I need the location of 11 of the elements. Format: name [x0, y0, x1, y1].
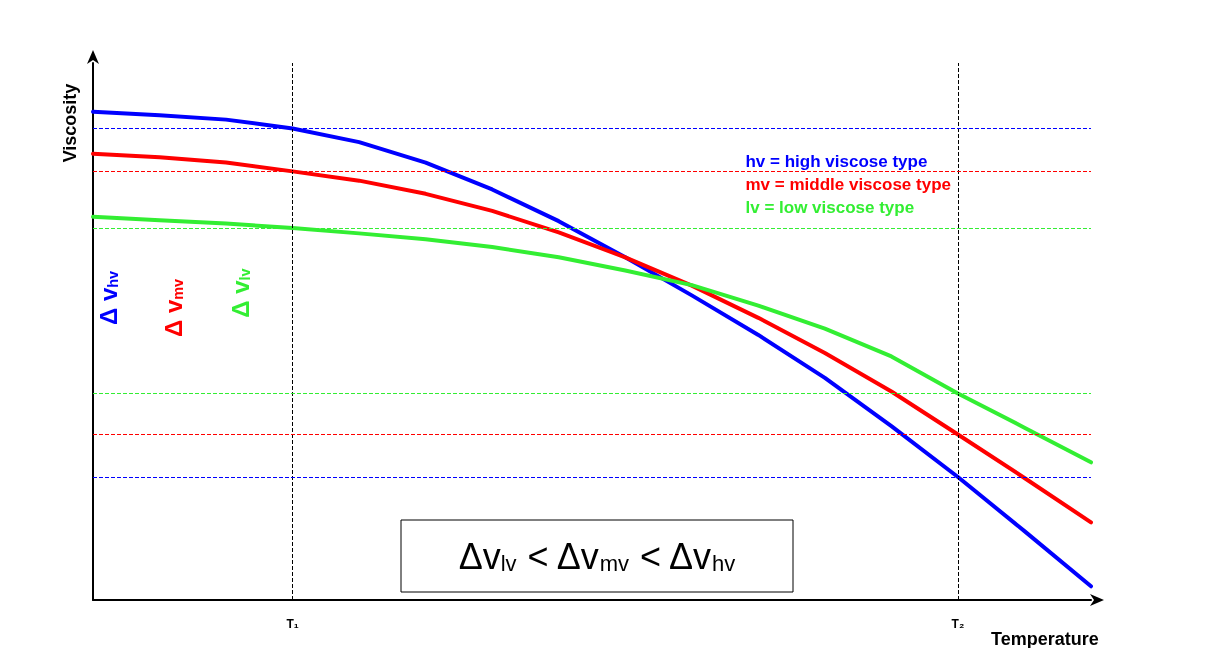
annotation: Δ vmv — [159, 278, 187, 338]
x-tick-label: T₂ — [951, 617, 965, 631]
x-tick-label: T₁ — [286, 617, 299, 631]
annotation: Δ vlv — [226, 268, 254, 318]
annotation: Δvlv < Δvmv < Δvhv — [458, 535, 736, 577]
annotation: Δ vhv — [94, 270, 122, 326]
y-axis-title: Viscosity — [60, 83, 80, 163]
text: hv = high viscose type — [745, 152, 928, 171]
text: lv = low viscose type — [745, 198, 915, 217]
text: mv = middle viscose type — [745, 175, 951, 194]
x-axis-title: Temperature — [991, 629, 1099, 649]
